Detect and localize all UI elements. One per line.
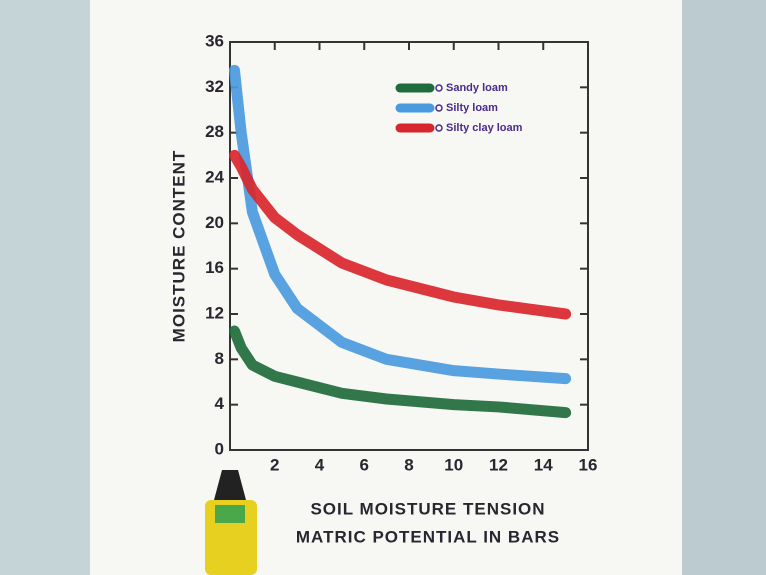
background-right bbox=[682, 0, 766, 575]
x-tick-label: 12 bbox=[489, 455, 508, 474]
y-tick-label: 12 bbox=[205, 303, 224, 322]
y-tick-label: 24 bbox=[205, 167, 224, 186]
x-axis-title: SOIL MOISTURE TENSION bbox=[310, 499, 545, 518]
series-line bbox=[228, 325, 572, 419]
legend-label: Silty loam bbox=[446, 102, 498, 114]
legend-symbol bbox=[435, 104, 443, 112]
x-axis-title: MATRIC POTENTIAL IN BARS bbox=[296, 527, 560, 546]
y-tick-label: 4 bbox=[215, 394, 225, 413]
pen bbox=[205, 470, 257, 575]
series-line bbox=[228, 149, 572, 320]
y-tick-label: 32 bbox=[205, 77, 224, 96]
legend-label: Silty clay loam bbox=[446, 122, 523, 134]
legend-label: Sandy loam bbox=[446, 82, 508, 94]
y-tick-label: 16 bbox=[205, 258, 224, 277]
x-tick-label: 2 bbox=[270, 455, 279, 474]
y-axis-title: MOISTURE CONTENT bbox=[169, 150, 188, 343]
paper bbox=[90, 0, 682, 575]
background-left bbox=[0, 0, 90, 575]
y-tick-label: 0 bbox=[215, 439, 224, 458]
y-tick-label: 36 bbox=[205, 31, 224, 50]
x-tick-label: 10 bbox=[444, 455, 463, 474]
x-tick-label: 14 bbox=[534, 455, 553, 474]
y-tick-label: 28 bbox=[205, 122, 224, 141]
y-tick-label: 20 bbox=[205, 213, 224, 232]
x-tick-label: 16 bbox=[579, 455, 598, 474]
x-tick-label: 4 bbox=[315, 455, 325, 474]
y-tick-label: 8 bbox=[215, 349, 224, 368]
legend-symbol bbox=[435, 124, 443, 132]
x-tick-label: 8 bbox=[404, 455, 413, 474]
x-tick-label: 6 bbox=[360, 455, 369, 474]
legend-symbol bbox=[435, 84, 443, 92]
